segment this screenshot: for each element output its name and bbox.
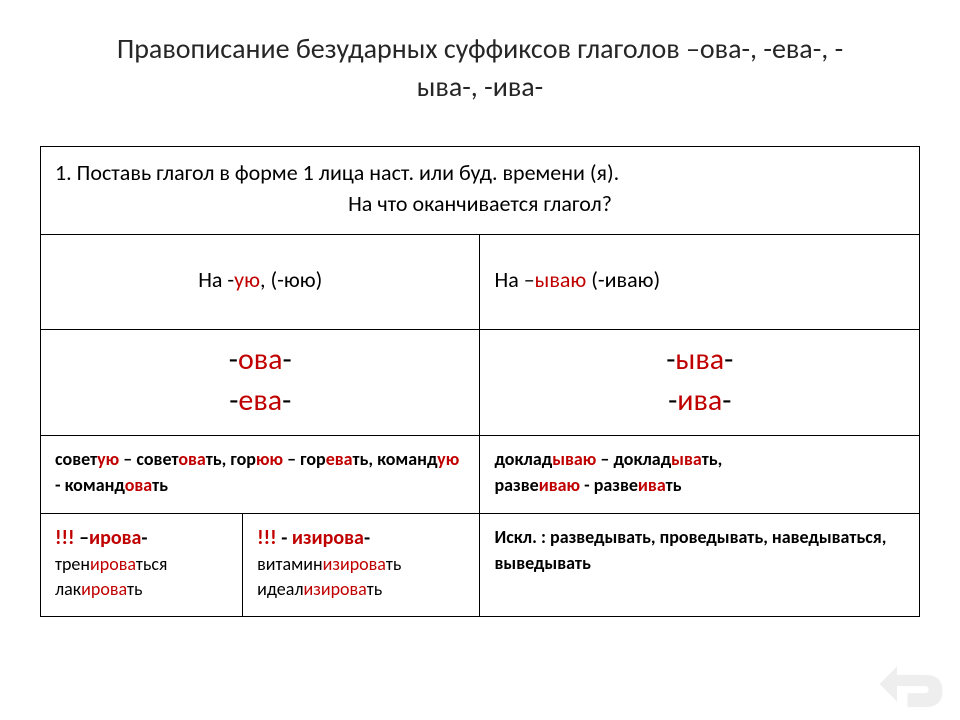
suffix-yva: -ыва- — [494, 340, 905, 381]
suffix-ova: -ова- — [55, 340, 465, 381]
s-hl: ова — [238, 341, 283, 378]
s-hl: ева — [238, 382, 282, 419]
t: – — [79, 526, 89, 550]
title-line-2: ыва-, -ива- — [417, 69, 543, 104]
ending-left-prefix: На - — [198, 266, 234, 293]
t-hl: изирова — [323, 553, 386, 575]
t: ть, команд — [353, 448, 438, 470]
ex-right-2: развеиваю - развеивать — [494, 472, 905, 498]
izirova-head: !!! - изирова- — [257, 524, 465, 552]
irova-cell: !!! –ирова- тренироваться лакировать — [41, 513, 243, 616]
t: - — [281, 526, 292, 550]
t-hl: изирова — [292, 526, 364, 550]
bang: !!! — [55, 526, 79, 550]
return-icon — [876, 658, 946, 710]
t: трен — [55, 553, 90, 575]
ending-left-hl: ую — [234, 266, 260, 293]
slide: Правописание безударных суффиксов глагол… — [0, 0, 960, 720]
t: ть — [666, 474, 682, 496]
t: – совет — [119, 448, 178, 470]
examples-left-cell: советую – советовать, горюю – горевать, … — [41, 436, 480, 513]
suffix-eva: -ева- — [55, 381, 465, 422]
suffix-iva: -ива- — [494, 381, 905, 422]
excl-rest: разведывать, проведывать, наведываться, … — [494, 526, 886, 574]
title-line-1: Правописание безударных суффиксов глагол… — [117, 31, 843, 66]
t-hl: изирова — [304, 578, 367, 600]
page-title: Правописание безударных суффиксов глагол… — [40, 30, 920, 106]
irova-l2: лакировать — [55, 577, 228, 602]
t-hl: ирова — [90, 553, 136, 575]
suffix-left-cell: -ова- -ева- — [41, 330, 480, 436]
t: ться — [136, 553, 168, 575]
suffix-right-cell: -ыва- -ива- — [480, 330, 920, 436]
izirova-cell: !!! - изирова- витаминизировать идеализи… — [243, 513, 480, 616]
t: ть — [386, 553, 401, 575]
s: - — [722, 382, 731, 419]
t-hl: ова — [178, 448, 205, 470]
t-hl: ова — [125, 474, 152, 496]
s-hl: ива — [677, 382, 722, 419]
t: ть — [127, 578, 142, 600]
t: доклад — [494, 448, 552, 470]
table-row: 1. Поставь глагол в форме 1 лица наст. и… — [41, 146, 920, 235]
t-hl: ева — [326, 448, 353, 470]
t: - команд — [55, 474, 125, 496]
t: ть — [152, 474, 168, 496]
t: – доклад — [596, 448, 671, 470]
exceptions-cell: Искл. : разведывать, проведывать, наведы… — [480, 513, 920, 616]
table-row: На -ую, (-юю) На –ываю (-иваю) — [41, 235, 920, 330]
t-hl: ива — [638, 474, 666, 496]
t: - разве — [580, 474, 638, 496]
t: ть, — [702, 448, 723, 470]
s: - — [283, 341, 292, 378]
s: - — [724, 341, 733, 378]
rule-table: 1. Поставь глагол в форме 1 лица наст. и… — [40, 146, 920, 617]
s-hl: ыва — [675, 341, 724, 378]
izirova-l1: витаминизировать — [257, 552, 465, 577]
t-hl: ываю — [552, 448, 596, 470]
table-row: советую – советовать, горюю – горевать, … — [41, 436, 920, 513]
irova-l1: тренироваться — [55, 552, 228, 577]
bang: !!! — [257, 526, 281, 550]
t-hl: ирова — [81, 578, 127, 600]
t: ть, гор — [206, 448, 256, 470]
s: - — [282, 382, 291, 419]
table-row: -ова- -ева- -ыва- -ива- — [41, 330, 920, 436]
table-row: !!! –ирова- тренироваться лакировать !!!… — [41, 513, 920, 616]
t: – гор — [283, 448, 326, 470]
ending-left-suffix: , (-юю) — [260, 266, 322, 293]
ending-right-hl: ываю — [535, 266, 587, 293]
step-line-1: 1. Поставь глагол в форме 1 лица наст. и… — [55, 157, 905, 189]
irova-head: !!! –ирова- — [55, 524, 228, 552]
ending-right-cell: На –ываю (-иваю) — [480, 235, 920, 330]
t: - — [364, 526, 370, 550]
ex-right-1: докладываю – докладывать, — [494, 446, 905, 472]
t: разве — [494, 474, 538, 496]
t: лак — [55, 578, 81, 600]
t-hl: ую — [97, 448, 119, 470]
t: идеал — [257, 578, 303, 600]
step-cell: 1. Поставь глагол в форме 1 лица наст. и… — [41, 146, 920, 235]
ending-right-prefix: На – — [494, 266, 534, 293]
examples-right-cell: докладываю – докладывать, развеиваю - ра… — [480, 436, 920, 513]
t: совет — [55, 448, 97, 470]
t-hl: иваю — [539, 474, 580, 496]
ending-left-cell: На -ую, (-юю) — [41, 235, 480, 330]
t-hl: ирова — [89, 526, 141, 550]
excl-label: Искл. : — [494, 526, 545, 548]
t-hl: ую — [437, 448, 459, 470]
t: - — [141, 526, 147, 550]
ending-right-suffix: (-иваю) — [586, 266, 660, 293]
t-hl: юю — [256, 448, 283, 470]
t: ть — [367, 578, 382, 600]
s: - — [668, 382, 677, 419]
s: - — [229, 341, 238, 378]
s: - — [666, 341, 675, 378]
t: витамин — [257, 553, 322, 575]
t-hl: ыва — [671, 448, 702, 470]
izirova-l2: идеализировать — [257, 577, 465, 602]
step-line-2: На что оканчивается глагол? — [55, 188, 905, 220]
